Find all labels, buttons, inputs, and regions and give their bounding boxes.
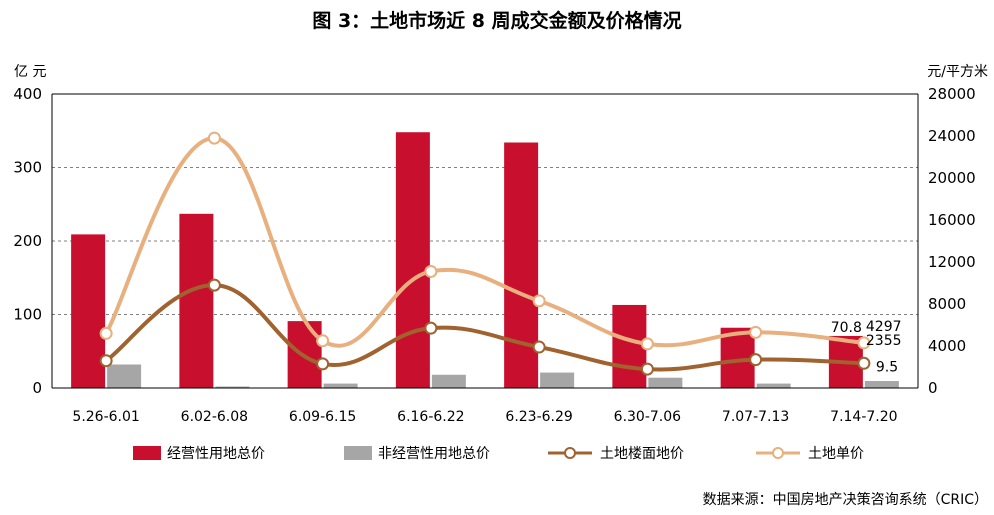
x-tick-label: 6.30-7.06 (614, 409, 681, 425)
marker-unit-price (424, 264, 438, 278)
data-label: 9.5 (876, 359, 898, 375)
marker-floor-price (99, 354, 113, 368)
data-label: 2355 (866, 333, 902, 349)
marker-unit-price (640, 337, 654, 351)
right-tick-label: 4000 (928, 337, 966, 355)
bar-operating (612, 304, 647, 388)
left-tick-label: 300 (13, 159, 42, 177)
bar-non-operating (215, 386, 250, 388)
bar-non-operating (540, 372, 575, 388)
marker-floor-price (857, 356, 871, 370)
bar-operating (179, 213, 214, 388)
left-tick-label: 400 (13, 85, 42, 103)
legend-swatch (344, 446, 372, 460)
legend-label: 经营性用地总价 (167, 446, 265, 462)
marker-unit-price (857, 336, 871, 350)
marker-floor-price (424, 321, 438, 335)
axes: 0100200300400040008000120001600020000240… (13, 64, 988, 425)
legend-label: 土地楼面地价 (600, 446, 684, 462)
bar-non-operating (107, 364, 142, 388)
right-tick-label: 16000 (928, 211, 976, 229)
bar-non-operating (323, 383, 358, 388)
marker-floor-price (532, 340, 546, 354)
marker-floor-price (640, 362, 654, 376)
x-tick-label: 5.26-6.01 (72, 409, 139, 425)
marker-floor-price (749, 353, 763, 367)
bar-operating (395, 132, 430, 388)
right-tick-label: 0 (928, 379, 938, 397)
bar-operating (71, 234, 106, 388)
lines (99, 131, 871, 376)
legend-label: 土地单价 (808, 446, 864, 462)
bar-non-operating (864, 381, 899, 388)
marker-unit-price (316, 334, 330, 348)
right-axis-unit: 元/平方米 (927, 64, 988, 80)
bar-operating (720, 327, 755, 388)
left-tick-label: 0 (32, 379, 42, 397)
left-axis-unit: 亿 元 (14, 64, 46, 80)
legend-swatch-marker (772, 447, 784, 459)
bar-non-operating (648, 377, 683, 388)
left-tick-label: 100 (13, 306, 42, 324)
x-tick-label: 7.14-7.20 (830, 409, 897, 425)
marker-unit-price (749, 325, 763, 339)
right-tick-label: 8000 (928, 295, 966, 313)
x-tick-label: 6.09-6.15 (289, 409, 356, 425)
right-tick-label: 12000 (928, 253, 976, 271)
marker-floor-price (207, 278, 221, 292)
legend: 经营性用地总价 非经营性用地总价 土地楼面地价 土地单价 (133, 446, 864, 462)
bar-operating (504, 142, 539, 388)
source-note: 数据来源：中国房地产决策咨询系统（CRIC） (702, 492, 988, 508)
x-tick-label: 6.02-6.08 (181, 409, 248, 425)
right-tick-label: 24000 (928, 127, 976, 145)
right-tick-label: 28000 (928, 85, 976, 103)
x-tick-label: 6.16-6.22 (397, 409, 464, 425)
chart-title: 图 3：土地市场近 8 周成交金额及价格情况 (312, 10, 682, 32)
marker-unit-price (207, 131, 221, 145)
right-tick-label: 20000 (928, 169, 976, 187)
bar-non-operating (756, 383, 791, 388)
bar-non-operating (431, 374, 466, 388)
marker-floor-price (316, 357, 330, 371)
data-label: 70.8 (831, 320, 862, 336)
x-tick-label: 6.23-6.29 (505, 409, 572, 425)
legend-swatch-marker (564, 447, 576, 459)
x-tick-label: 7.07-7.13 (722, 409, 789, 425)
legend-label: 非经营性用地总价 (378, 446, 490, 462)
data-label: 4297 (866, 319, 902, 335)
marker-unit-price (99, 326, 113, 340)
marker-unit-price (532, 294, 546, 308)
legend-swatch (133, 446, 161, 460)
bars (71, 132, 899, 388)
left-tick-label: 200 (13, 232, 42, 250)
